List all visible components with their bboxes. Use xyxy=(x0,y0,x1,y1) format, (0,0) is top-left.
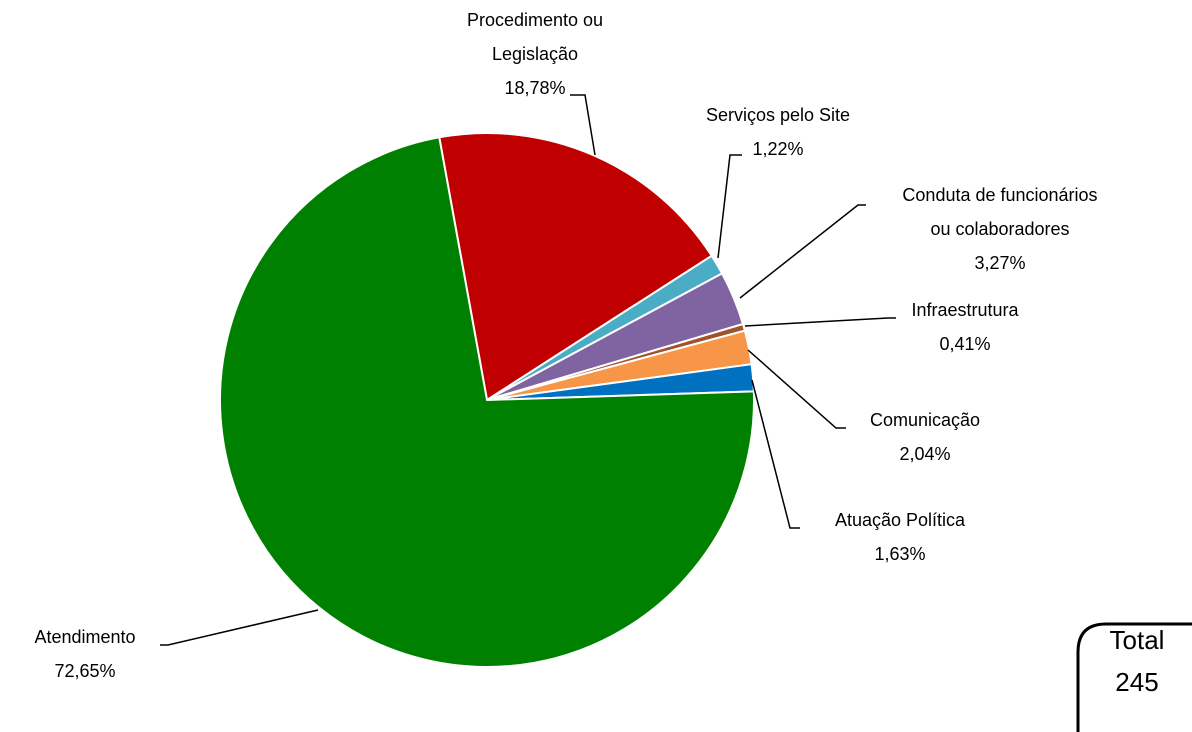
label-value: 18,78% xyxy=(504,78,566,98)
total-value: 245 xyxy=(1115,667,1158,697)
label-value: 0,41% xyxy=(939,334,991,354)
label-value: 72,65% xyxy=(54,661,116,681)
leader-line xyxy=(744,317,896,327)
pie-slice xyxy=(438,132,714,402)
label-name: Atendimento xyxy=(34,627,136,647)
data-label: Atuação Política 1,63% xyxy=(750,503,1050,571)
leader-line xyxy=(751,379,800,529)
label-value: 1,63% xyxy=(874,544,926,564)
label-value: 1,22% xyxy=(752,139,804,159)
leader-line xyxy=(739,204,866,299)
label-name: Infraestrutura xyxy=(911,300,1019,320)
data-label: Serviços pelo Site 1,22% xyxy=(628,98,928,166)
leader-line xyxy=(717,154,742,259)
data-label: Infraestrutura 0,41% xyxy=(815,293,1115,361)
leader-line xyxy=(570,94,596,156)
label-name: Procedimento ou Legislação xyxy=(466,10,604,64)
leader-line xyxy=(747,349,846,429)
label-name: Comunicação xyxy=(869,410,981,430)
label-value: 2,04% xyxy=(899,444,951,464)
label-value: 3,27% xyxy=(974,253,1026,273)
total-label: Total xyxy=(1110,625,1165,655)
data-label: Comunicação 2,04% xyxy=(775,403,1075,471)
label-name: Conduta de funcionários ou colaboradores xyxy=(902,185,1098,239)
label-name: Serviços pelo Site xyxy=(705,105,851,125)
data-label: Atendimento 72,65% xyxy=(0,620,235,688)
pie-slice xyxy=(219,136,755,668)
data-label: Conduta de funcionários ou colaboradores… xyxy=(890,178,1110,280)
label-name: Atuação Política xyxy=(834,510,966,530)
data-label: Procedimento ou Legislação 18,78% xyxy=(455,3,615,105)
total-box xyxy=(1076,622,1192,732)
leader-line xyxy=(160,609,319,646)
